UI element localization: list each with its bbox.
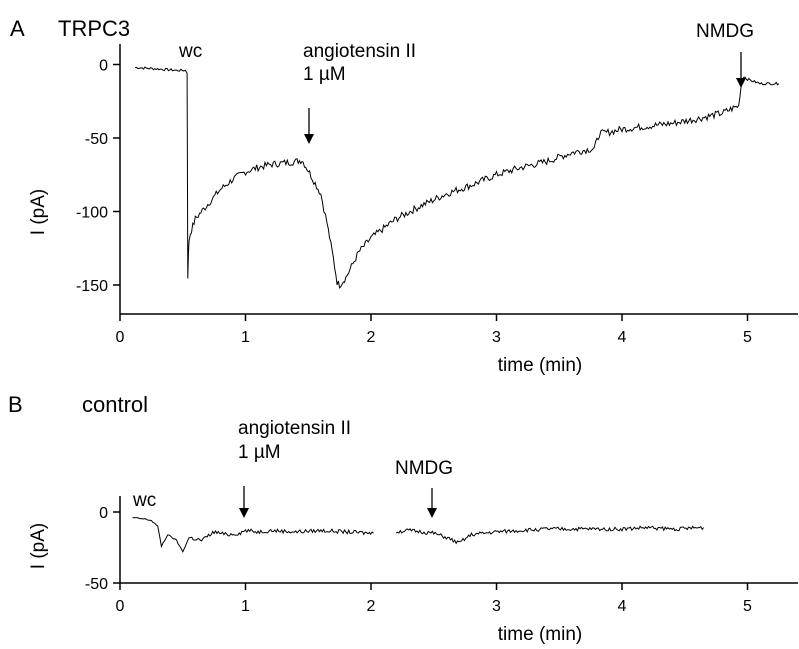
panel-a-x-tick-label: 1 (241, 329, 250, 346)
panel-a-y-tick-label: -50 (85, 131, 108, 148)
panel-b-angiotensin-dose: 1 µM (238, 442, 281, 463)
panel-a-title: TRPC3 (58, 16, 130, 41)
panel-a-x-tick-label: 0 (116, 329, 125, 346)
panel-b-title: control (82, 392, 148, 417)
panel-b-letter: B (8, 392, 23, 417)
panel-a: A TRPC3 0 1 2 3 4 5 0 -50 -100 -150 I (pA) time (… (10, 16, 798, 376)
panel-b-nmdg-label: NMDG (395, 458, 453, 479)
panel-b-x-tick-label: 2 (367, 598, 376, 615)
panel-a-ticks: 0 1 2 3 4 5 0 -50 -100 -150 (76, 58, 752, 347)
panel-a-angiotensin-arrow-icon (304, 134, 314, 144)
panel-a-y-tick-label: -100 (76, 205, 108, 222)
panel-a-traces (135, 66, 780, 289)
panel-b-x-tick-label: 4 (618, 598, 627, 615)
panel-b-y-label: I (pA) (28, 523, 49, 569)
panel-a-x-tick-label: 5 (743, 329, 752, 346)
panel-b-x-label: time (min) (498, 624, 582, 645)
panel-b-trace-line (395, 525, 704, 545)
panel-a-angiotensin-dose: 1 µM (303, 64, 346, 85)
panel-b-trace-line (132, 516, 374, 553)
panel-b-y-tick-label: 0 (99, 505, 108, 522)
panel-b-angiotensin-label: angiotensin II (238, 418, 351, 439)
panel-b-x-tick-label: 3 (492, 598, 501, 615)
panel-a-letter: A (10, 16, 25, 41)
panel-a-x-tick-label: 4 (618, 329, 627, 346)
panel-a-x-label: time (min) (498, 355, 582, 376)
panel-b: B control 0 1 2 3 4 5 0 -50 I (pA) time (min) w… (8, 392, 798, 645)
panel-b-y-tick-label: -50 (85, 576, 108, 593)
panel-b-x-tick-label: 5 (743, 598, 752, 615)
panel-b-x-tick-label: 0 (116, 598, 125, 615)
panel-a-y-tick-label: -150 (76, 278, 108, 295)
panel-a-x-tick-label: 3 (492, 329, 501, 346)
panel-b-x-tick-label: 1 (241, 598, 250, 615)
panel-b-nmdg-arrow-icon (427, 508, 437, 518)
panel-b-traces (132, 516, 704, 553)
panel-a-y-tick-label: 0 (99, 58, 108, 75)
panel-a-x-tick-label: 2 (367, 329, 376, 346)
panel-b-wc-label: wc (132, 490, 156, 511)
panel-a-nmdg-arrow-icon (736, 78, 746, 88)
panel-a-angiotensin-label: angiotensin II (303, 41, 416, 62)
panel-b-angiotensin-arrow-icon (239, 508, 249, 518)
panel-a-nmdg-label: NMDG (696, 21, 754, 42)
panel-a-y-label: I (pA) (28, 189, 49, 235)
panel-b-ticks: 0 1 2 3 4 5 0 -50 (85, 505, 752, 615)
panel-a-trace-line (135, 66, 780, 289)
panel-a-wc-label: wc (178, 41, 202, 62)
